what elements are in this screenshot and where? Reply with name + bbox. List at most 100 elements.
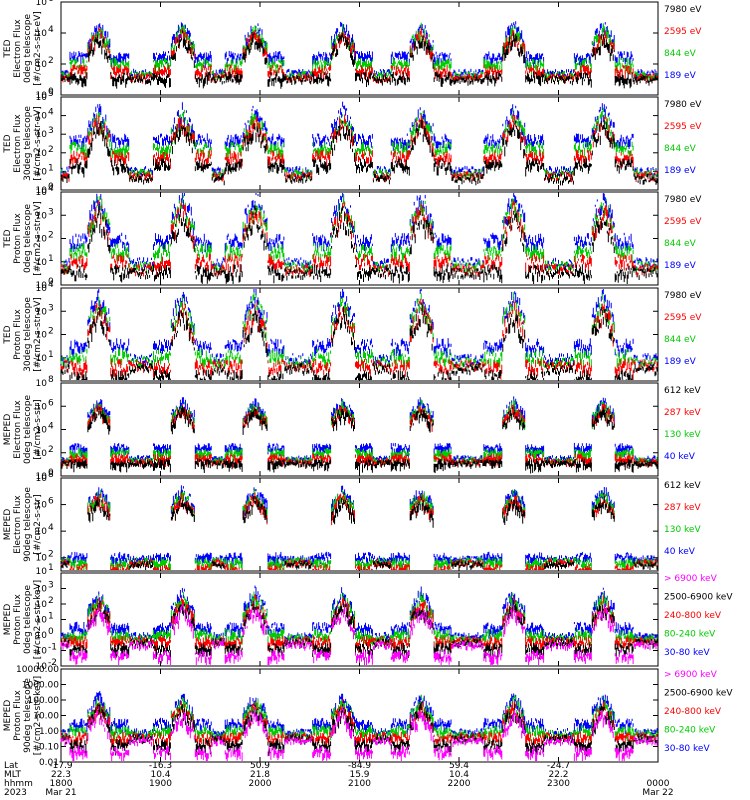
y-tick-exponent: 4 xyxy=(48,108,54,118)
y-axis-label-line: [#/cm2-s-str-eV] xyxy=(33,297,43,372)
y-axis-label-line: [#/cm2-s-str] xyxy=(33,494,43,554)
legend-entry: 7980 eV xyxy=(664,291,702,301)
y-axis-label-line: Electron Flux xyxy=(13,114,23,173)
y-tick-label: 10 xyxy=(36,258,48,268)
y-ticks: 10 110 210 410 610 8 xyxy=(36,470,658,577)
y-tick-exponent: 6 xyxy=(48,0,54,4)
legend-entry: 612 keV xyxy=(664,386,701,396)
legend-entry: 844 eV xyxy=(664,335,697,345)
x-axis-row-label: 2023 xyxy=(4,788,27,798)
legend-entry: 844 eV xyxy=(664,49,697,59)
y-tick-label: 10 xyxy=(36,501,48,511)
y-tick-exponent: 4 xyxy=(48,184,54,194)
time-value: 1900 xyxy=(149,779,172,789)
flux-series xyxy=(60,603,658,665)
flux-series xyxy=(60,302,658,380)
flux-series xyxy=(60,600,658,661)
y-axis-label-line: 90deg telescope xyxy=(23,678,33,753)
y-tick-label: 10 xyxy=(36,188,48,198)
y-axis-label: TEDElectron Flux30deg telescope[#/cm2-s-… xyxy=(3,106,43,181)
y-tick-exponent: 2 xyxy=(48,596,54,606)
legend-entry: 80-240 keV xyxy=(664,726,716,736)
mlt-value: 15.9 xyxy=(349,770,369,780)
series-traces xyxy=(60,396,658,474)
time-value: 0000 xyxy=(647,779,670,789)
mlt-value: 10.4 xyxy=(150,770,170,780)
y-tick-exponent: 2 xyxy=(48,445,54,455)
y-tick-label: 10 xyxy=(36,474,48,484)
y-axis-label-line: 30deg telescope xyxy=(23,106,33,181)
legend-entry: 612 keV xyxy=(664,481,701,491)
y-tick-label: 10 xyxy=(36,307,48,317)
panel-frame xyxy=(60,668,659,763)
legend-entry: 7980 eV xyxy=(664,195,702,205)
y-tick-exponent: 1 xyxy=(48,350,54,360)
y-axis-label-line: 90deg telescope xyxy=(23,487,33,562)
y-tick-label: 10 xyxy=(36,186,48,196)
y-axis-label-line: TED xyxy=(3,39,13,58)
y-tick-label: 10000.00 xyxy=(16,665,59,675)
y-tick-label: 10 xyxy=(36,567,48,577)
y-tick-exponent: 5 xyxy=(48,89,54,99)
flux-panels: 100102104106TEDElectron Flux0deg telesco… xyxy=(3,0,733,768)
time-value: 2300 xyxy=(547,779,570,789)
y-tick-label: 10 xyxy=(36,354,48,364)
y-tick-label: 10 xyxy=(36,112,48,122)
legend-entry: 80-240 keV xyxy=(664,630,716,640)
date-value: Mar 22 xyxy=(642,788,673,798)
legend-entry: 2500-6900 keV xyxy=(664,689,733,699)
y-axis-label-line: MEPED xyxy=(3,509,13,541)
y-tick-exponent: 2 xyxy=(48,145,54,155)
legend-entry: 130 keV xyxy=(664,430,701,440)
series-traces xyxy=(60,21,658,89)
legend-entry: 287 keV xyxy=(664,503,701,513)
legend-entry: 844 eV xyxy=(664,144,697,154)
y-tick-exponent: 6 xyxy=(48,398,54,408)
legend-entry: 40 keV xyxy=(664,547,696,557)
y-axis-label-line: 0deg telescope xyxy=(23,585,33,655)
mlt-value: 10.4 xyxy=(449,770,469,780)
y-axis-label-line: Proton Flux xyxy=(13,309,23,360)
legend-entry: 7980 eV xyxy=(664,100,702,110)
legend-entry: 7980 eV xyxy=(664,5,702,15)
y-tick-label: 10 xyxy=(36,527,48,537)
y-axis-label-line: Proton Flux xyxy=(13,690,23,741)
y-ticks: 0.01 0.10 1.00 10.00 100.00 1000.00 10000.00 xyxy=(16,665,658,768)
y-tick-label: 10 xyxy=(36,331,48,341)
lat-value: -17.9 xyxy=(49,761,73,771)
y-axis-label: MEPEDProton Flux90deg telescope[#/cm2-s-… xyxy=(3,676,43,755)
y-axis-label-line: TED xyxy=(3,229,13,248)
y-tick-exponent: 1 xyxy=(48,612,54,622)
y-tick-label: 10 xyxy=(36,379,48,389)
y-tick-label: 10 xyxy=(36,600,48,610)
y-tick-label: 10 xyxy=(36,554,48,564)
y-axis-label-line: Electron Flux xyxy=(13,495,23,554)
y-tick-exponent: 3 xyxy=(48,207,54,217)
series-traces xyxy=(60,585,658,665)
y-axis-label-line: 0deg telescope xyxy=(23,395,33,465)
y-axis-label-line: TED xyxy=(3,134,13,153)
y-tick-exponent: -2 xyxy=(48,658,57,668)
y-axis-label: MEPEDProton Flux0deg telescope[#/cm2-s-s… xyxy=(3,580,43,659)
y-axis-label-line: TED xyxy=(3,325,13,344)
y-tick-label: 10 xyxy=(36,616,48,626)
y-axis-label: MEPEDElectron Flux90deg telescope[#/cm2-… xyxy=(3,487,43,562)
y-tick-label: 10 xyxy=(36,631,48,641)
y-axis-label-line: MEPED xyxy=(3,700,13,732)
flux-series xyxy=(60,101,658,178)
y-tick-label: 10 xyxy=(36,0,48,8)
y-tick-label: 10 xyxy=(36,284,48,294)
legend-entry: 2595 eV xyxy=(664,217,702,227)
y-tick-exponent: 4 xyxy=(48,280,54,290)
y-tick-label: 10 xyxy=(36,93,48,103)
y-tick-label: 10 xyxy=(36,402,48,412)
mlt-value: 22.2 xyxy=(548,770,568,780)
lat-value: -24.7 xyxy=(547,761,570,771)
y-axis-label-line: [#/cm2-s-str-eV] xyxy=(33,201,43,276)
